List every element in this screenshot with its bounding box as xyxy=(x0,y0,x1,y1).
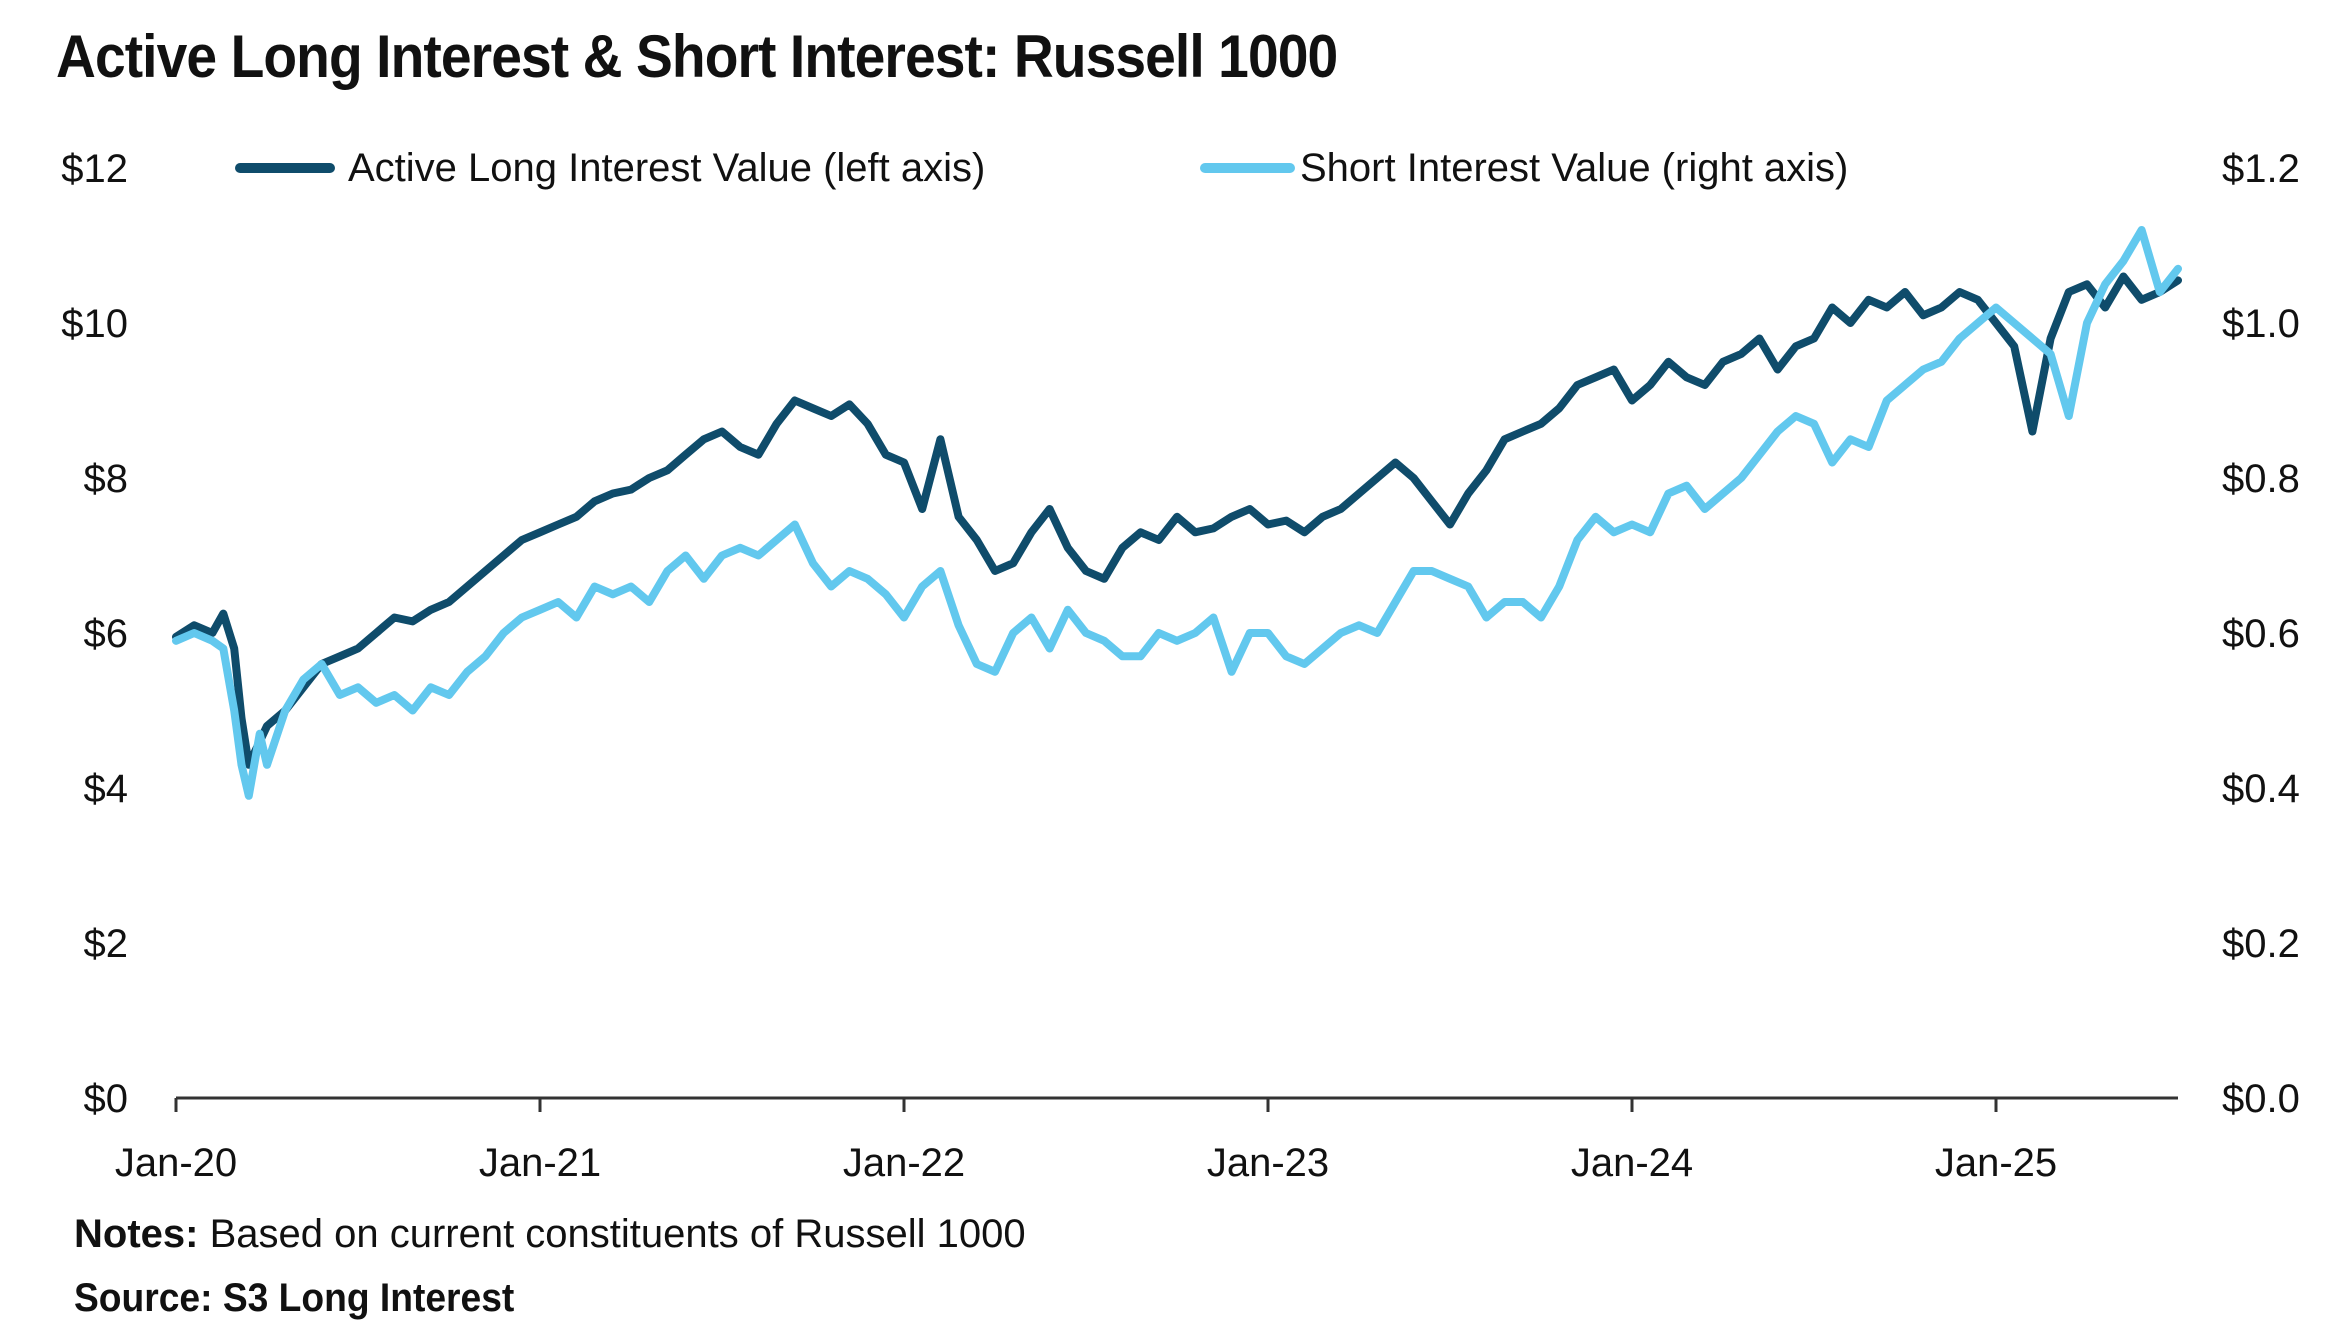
source: Source: S3 Long Interest xyxy=(74,1276,515,1320)
right-tick-label: $0.2 xyxy=(2222,922,2300,966)
series-line-short-interest xyxy=(172,226,2182,800)
left-tick-label: $12 xyxy=(61,147,128,191)
right-tick-label: $1.2 xyxy=(2222,147,2300,191)
left-tick-label: $10 xyxy=(61,302,128,346)
x-axis-ticks: Jan-20 Jan-21 Jan-22 Jan-23 Jan-24 Jan-25 xyxy=(115,1098,2057,1185)
left-tick-label: $4 xyxy=(84,767,129,811)
left-tick-label: $6 xyxy=(84,612,129,656)
series-lines xyxy=(172,226,2182,800)
x-tick-label: Jan-22 xyxy=(843,1141,965,1185)
notes-text: Based on current constituents of Russell… xyxy=(198,1212,1026,1256)
series-line-active-long-interest xyxy=(172,272,2182,769)
notes: Notes: Based on current constituents of … xyxy=(74,1212,1026,1257)
left-tick-label: $8 xyxy=(84,457,129,501)
x-tick-label: Jan-24 xyxy=(1571,1141,1693,1185)
chart-title: Active Long Interest & Short Interest: R… xyxy=(56,23,1338,90)
right-axis-ticks: $0.0 $0.2 $0.4 $0.6 $0.8 $1.0 $1.2 xyxy=(2222,147,2300,1121)
left-tick-label: $2 xyxy=(84,922,129,966)
notes-label: Notes: xyxy=(74,1212,199,1256)
legend-label-short: Short Interest Value (right axis) xyxy=(1300,146,1848,190)
x-tick-label: Jan-20 xyxy=(115,1141,237,1185)
left-tick-label: $0 xyxy=(84,1077,129,1121)
legend: Active Long Interest Value (left axis) S… xyxy=(235,146,1848,190)
legend-label-long: Active Long Interest Value (left axis) xyxy=(348,146,985,190)
x-tick-label: Jan-25 xyxy=(1935,1141,2057,1185)
x-tick-label: Jan-23 xyxy=(1207,1141,1329,1185)
right-tick-label: $0.8 xyxy=(2222,457,2300,501)
right-tick-label: $0.4 xyxy=(2222,767,2300,811)
x-tick-label: Jan-21 xyxy=(479,1141,601,1185)
left-axis-ticks: $0 $2 $4 $6 $8 $10 $12 xyxy=(61,147,128,1121)
right-tick-label: $0.0 xyxy=(2222,1077,2300,1121)
right-tick-label: $0.6 xyxy=(2222,612,2300,656)
right-tick-label: $1.0 xyxy=(2222,302,2300,346)
